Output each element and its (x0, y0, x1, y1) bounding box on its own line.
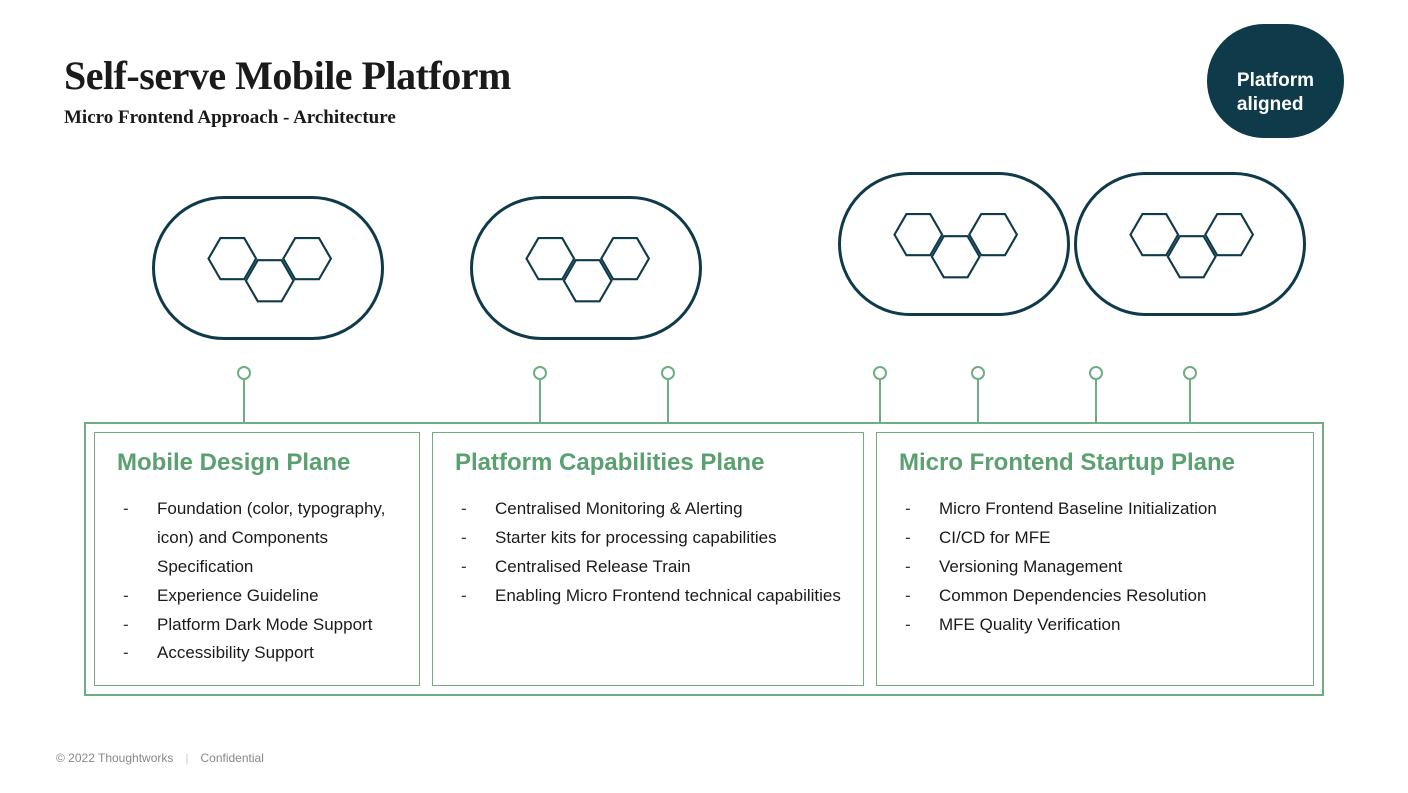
hex-cluster-pill (152, 196, 384, 340)
connector (971, 366, 985, 422)
list-item: -Platform Dark Mode Support (117, 611, 397, 640)
connector-dot-icon (1089, 366, 1103, 380)
bullet-dash-icon: - (117, 611, 157, 640)
connector (237, 366, 251, 422)
hex-cluster-icon (183, 221, 353, 315)
connector-dot-icon (661, 366, 675, 380)
plane-list: -Centralised Monitoring & Alerting-Start… (455, 495, 841, 611)
slide: Self-serve Mobile Platform Micro Fronten… (0, 0, 1408, 793)
hex-cluster-icon (869, 197, 1039, 291)
list-item: -MFE Quality Verification (899, 611, 1291, 640)
plane-list: -Foundation (color, typography, icon) an… (117, 495, 397, 668)
plane-title: Platform Capabilities Plane (455, 449, 841, 477)
bullet-dash-icon: - (899, 495, 939, 524)
bullet-dash-icon: - (899, 582, 939, 611)
connector-dot-icon (237, 366, 251, 380)
plane-list: -Micro Frontend Baseline Initialization-… (899, 495, 1291, 639)
list-item-text: Centralised Release Train (495, 553, 841, 582)
hex-cluster-pill (838, 172, 1070, 316)
title-block: Self-serve Mobile Platform Micro Fronten… (64, 52, 511, 129)
list-item: -Common Dependencies Resolution (899, 582, 1291, 611)
plane-title: Mobile Design Plane (117, 449, 397, 477)
connector-stem (1189, 380, 1191, 422)
list-item-text: Accessibility Support (157, 639, 397, 668)
bullet-dash-icon: - (117, 582, 157, 611)
plane-title: Micro Frontend Startup Plane (899, 449, 1291, 477)
connector-stem (243, 380, 245, 422)
connector-dot-icon (1183, 366, 1197, 380)
bullet-dash-icon: - (455, 524, 495, 553)
connector-stem (879, 380, 881, 422)
connector-stem (667, 380, 669, 422)
list-item: -CI/CD for MFE (899, 524, 1291, 553)
connector-dot-icon (533, 366, 547, 380)
connector (1089, 366, 1103, 422)
list-item-text: Versioning Management (939, 553, 1291, 582)
list-item-text: Foundation (color, typography, icon) and… (157, 495, 397, 582)
bullet-dash-icon: - (899, 524, 939, 553)
list-item-text: Enabling Micro Frontend technical capabi… (495, 582, 841, 611)
list-item: -Enabling Micro Frontend technical capab… (455, 582, 841, 611)
list-item: -Versioning Management (899, 553, 1291, 582)
bullet-dash-icon: - (455, 553, 495, 582)
connector (873, 366, 887, 422)
hex-cluster-pill (1074, 172, 1306, 316)
connector-dot-icon (971, 366, 985, 380)
plane-box: Mobile Design Plane-Foundation (color, t… (94, 432, 420, 686)
bullet-dash-icon: - (899, 553, 939, 582)
list-item: -Accessibility Support (117, 639, 397, 668)
connector-stem (977, 380, 979, 422)
bullet-dash-icon: - (455, 495, 495, 524)
platform-aligned-badge: Platform aligned (1207, 24, 1344, 138)
list-item-text: Starter kits for processing capabilities (495, 524, 841, 553)
bullet-dash-icon: - (117, 495, 157, 582)
connector (533, 366, 547, 422)
bullet-dash-icon: - (455, 582, 495, 611)
footer-separator: | (185, 751, 188, 765)
bullet-dash-icon: - (899, 611, 939, 640)
list-item: -Centralised Monitoring & Alerting (455, 495, 841, 524)
list-item: -Foundation (color, typography, icon) an… (117, 495, 397, 582)
plane-box: Platform Capabilities Plane-Centralised … (432, 432, 864, 686)
page-title: Self-serve Mobile Platform (64, 52, 511, 99)
plane-box: Micro Frontend Startup Plane-Micro Front… (876, 432, 1314, 686)
list-item-text: Centralised Monitoring & Alerting (495, 495, 841, 524)
hex-cluster-icon (501, 221, 671, 315)
bullet-dash-icon: - (117, 639, 157, 668)
footer-confidential: Confidential (200, 751, 263, 765)
list-item-text: Experience Guideline (157, 582, 397, 611)
list-item: -Centralised Release Train (455, 553, 841, 582)
list-item: -Experience Guideline (117, 582, 397, 611)
badge-text: Platform aligned (1237, 70, 1314, 116)
footer-copyright: © 2022 Thoughtworks (56, 751, 173, 765)
list-item: -Starter kits for processing capabilitie… (455, 524, 841, 553)
list-item-text: CI/CD for MFE (939, 524, 1291, 553)
connector-stem (539, 380, 541, 422)
hex-cluster-icon (1105, 197, 1275, 291)
connector (1183, 366, 1197, 422)
list-item-text: Platform Dark Mode Support (157, 611, 397, 640)
list-item-text: Micro Frontend Baseline Initialization (939, 495, 1291, 524)
list-item-text: Common Dependencies Resolution (939, 582, 1291, 611)
footer: © 2022 Thoughtworks | Confidential (56, 751, 264, 765)
list-item-text: MFE Quality Verification (939, 611, 1291, 640)
connector (661, 366, 675, 422)
list-item: -Micro Frontend Baseline Initialization (899, 495, 1291, 524)
hex-cluster-pill (470, 196, 702, 340)
connector-dot-icon (873, 366, 887, 380)
connector-stem (1095, 380, 1097, 422)
page-subtitle: Micro Frontend Approach - Architecture (64, 107, 511, 129)
